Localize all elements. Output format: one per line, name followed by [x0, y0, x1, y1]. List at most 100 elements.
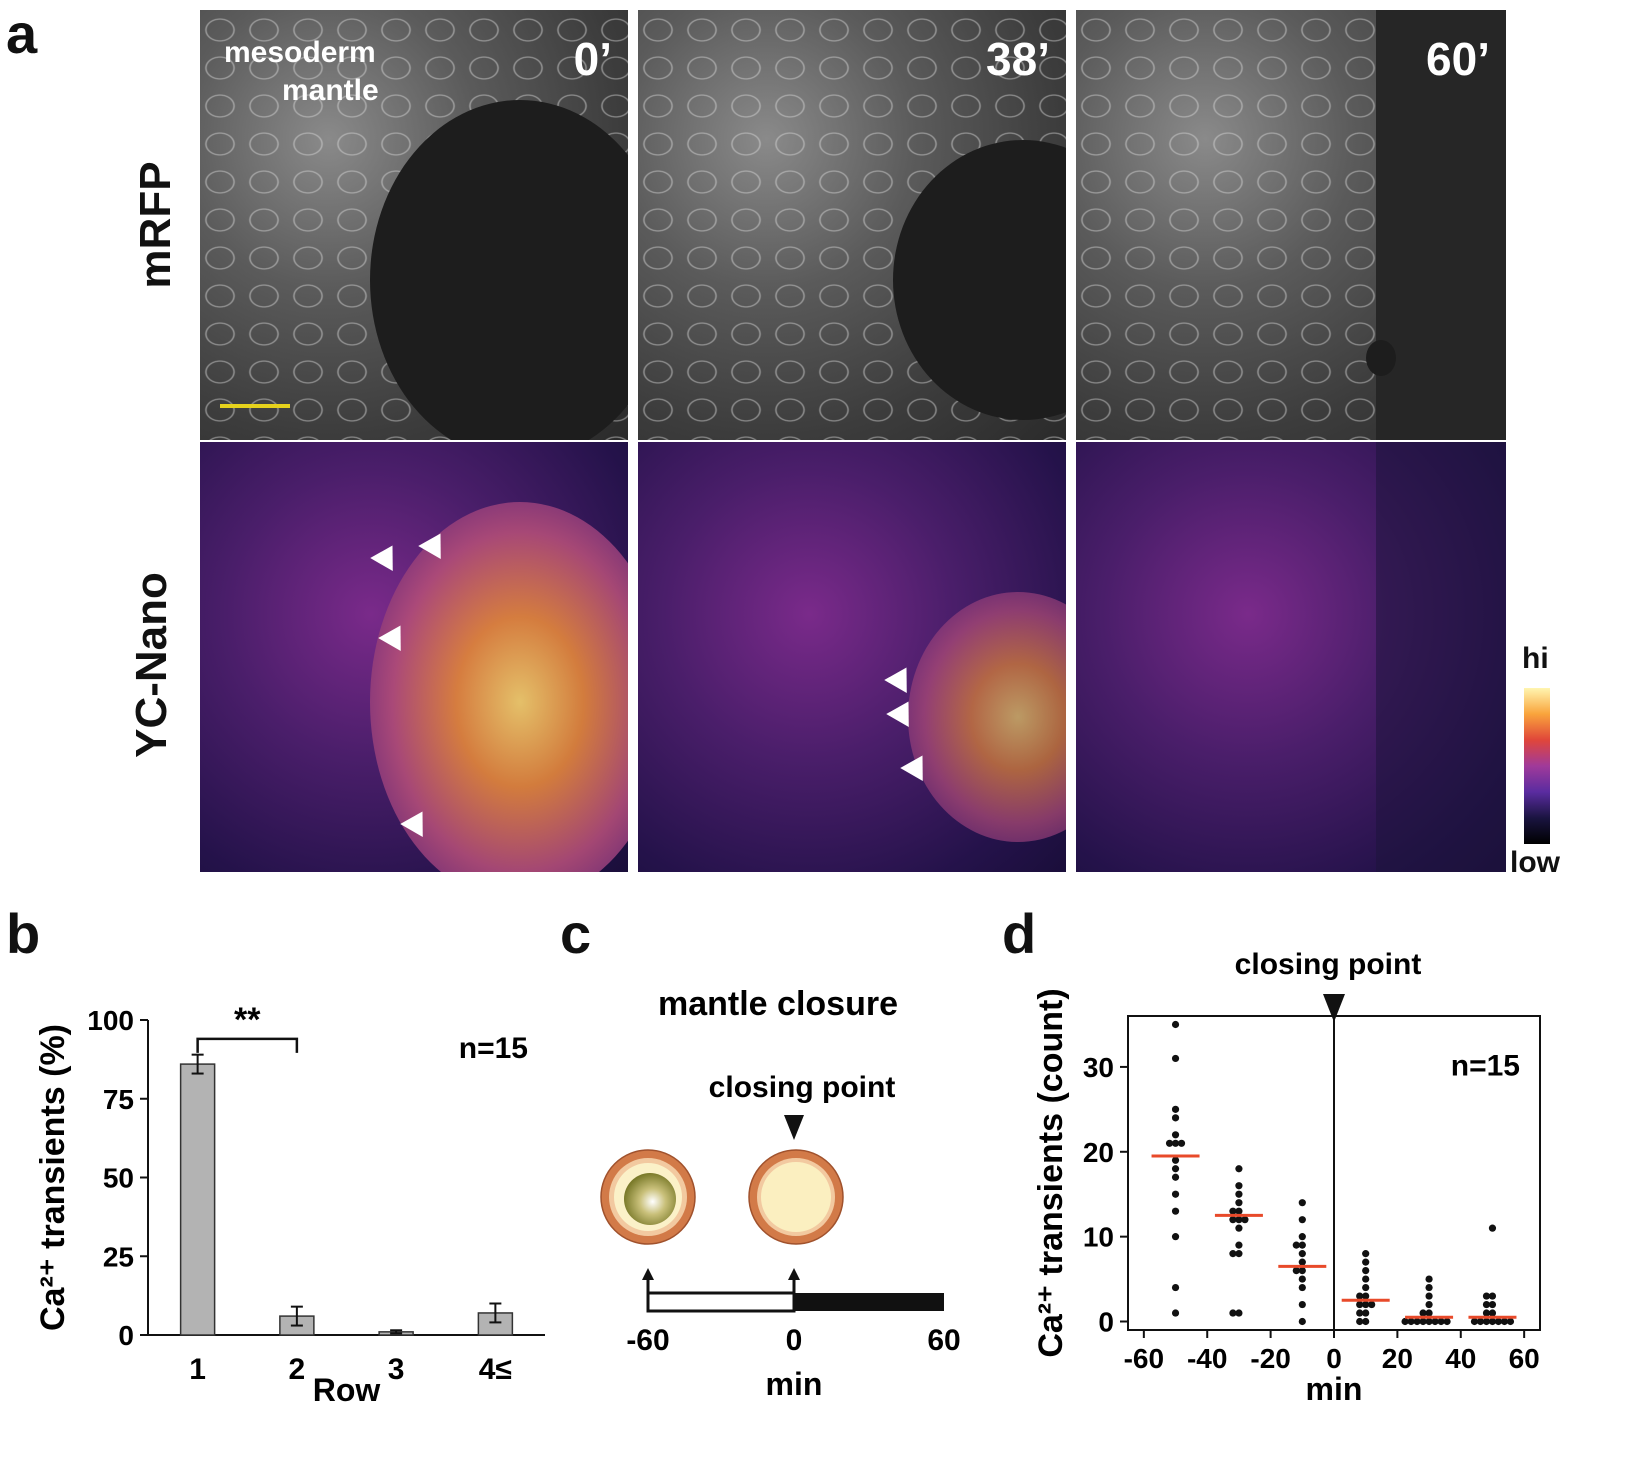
- data-point: [1425, 1292, 1433, 1300]
- timeline-after: [794, 1293, 944, 1311]
- region-label-mantle: mantle: [282, 74, 379, 107]
- y-tick-label: 100: [87, 1005, 134, 1036]
- data-point: [1292, 1241, 1300, 1249]
- x-tick-label: 3: [388, 1353, 405, 1386]
- data-point: [1298, 1250, 1306, 1258]
- timepoint-label: 60’: [1426, 33, 1490, 85]
- micrograph-mrfp-0: mesoderm mantle 0’: [200, 10, 628, 440]
- data-point: [1413, 1317, 1421, 1326]
- panel-b-label: b: [6, 902, 41, 965]
- closing-point-label: closing point: [1235, 948, 1422, 981]
- colorbar: [1524, 688, 1550, 844]
- micrograph-mrfp-38: 38’: [638, 10, 1066, 440]
- data-point: [1177, 1139, 1186, 1147]
- micrograph-mrfp-60: 60’: [1076, 10, 1506, 440]
- micrograph-ycnano-60: [1076, 442, 1506, 872]
- closing-point-label: closing point: [709, 1071, 896, 1104]
- y-tick-label: 20: [1083, 1137, 1114, 1168]
- data-point: [1235, 1250, 1243, 1258]
- timepoint-label: 0’: [573, 33, 612, 85]
- colorbar-low-label: low: [1510, 846, 1560, 879]
- scatter-chart-transients: 0 10 20 30 -60 -40 -20 0 20 40 60 min Ca²⁺ transient…: [1032, 948, 1541, 1407]
- y-tick-label: 10: [1083, 1222, 1114, 1253]
- data-point: [1488, 1292, 1497, 1300]
- data-point: [1171, 1139, 1180, 1147]
- data-point: [1229, 1250, 1237, 1258]
- data-point: [1229, 1309, 1237, 1317]
- data-point: [1235, 1216, 1243, 1224]
- data-point: [1476, 1317, 1485, 1326]
- n-label: n=15: [459, 1032, 528, 1065]
- data-point: [1235, 1241, 1243, 1249]
- data-point: [1171, 1156, 1180, 1164]
- panel-c-label: c: [560, 902, 592, 965]
- data-point: [1229, 1207, 1237, 1215]
- data-point: [1171, 1283, 1180, 1292]
- x-tick-label: 1: [189, 1353, 206, 1386]
- data-point: [1298, 1241, 1306, 1249]
- data-point: [1437, 1317, 1445, 1326]
- n-label: n=15: [1451, 1049, 1520, 1082]
- region-label-mesoderm: mesoderm: [224, 36, 376, 69]
- data-point: [1235, 1224, 1243, 1232]
- timepoint-label: 38’: [986, 33, 1050, 85]
- data-point: [1171, 1309, 1180, 1317]
- data-point: [1368, 1300, 1376, 1309]
- bar-chart-row: 0 25 50 75 100 1 2 3 4≤ Row Ca²⁺ transients (%) ** n…: [34, 1001, 545, 1408]
- data-point: [1488, 1224, 1497, 1232]
- x-tick-label: -60: [1124, 1343, 1164, 1374]
- x-tick-label: 40: [1445, 1343, 1476, 1374]
- data-point: [1362, 1275, 1370, 1283]
- data-point: [1298, 1317, 1306, 1326]
- data-point: [1171, 1190, 1180, 1198]
- y-tick-label: 0: [1098, 1307, 1114, 1338]
- scale-bar: [220, 404, 290, 408]
- data-point: [1401, 1317, 1409, 1326]
- y-tick-label: 25: [103, 1241, 134, 1272]
- data-point: [1235, 1199, 1243, 1207]
- data-point: [1488, 1317, 1497, 1326]
- data-point: [1171, 1173, 1180, 1181]
- data-point: [1482, 1292, 1491, 1300]
- data-point: [1235, 1309, 1243, 1317]
- x-axis-label: min: [1306, 1371, 1363, 1407]
- data-point: [1298, 1216, 1306, 1224]
- y-tick-label: 50: [103, 1163, 134, 1194]
- micrograph-ycnano-0: [200, 442, 628, 872]
- data-point: [1356, 1300, 1364, 1309]
- data-point: [1419, 1317, 1427, 1326]
- data-point: [1298, 1300, 1306, 1309]
- panel-d-label: d: [1002, 902, 1037, 965]
- data-point: [1362, 1292, 1370, 1300]
- data-point: [1362, 1309, 1370, 1317]
- data-point: [1425, 1283, 1433, 1292]
- data-point: [1298, 1266, 1306, 1275]
- timeline-before: [646, 1291, 796, 1313]
- data-point: [1425, 1275, 1433, 1283]
- data-point: [1235, 1165, 1243, 1173]
- significance-label: **: [234, 1001, 261, 1039]
- data-point: [1171, 1165, 1180, 1173]
- data-point: [1407, 1317, 1415, 1326]
- x-tick-label: 4≤: [479, 1353, 512, 1386]
- x-tick-label: 0: [1326, 1343, 1342, 1374]
- mantle-closure-schematic: mantle closure closing point -60 0 60 min: [600, 985, 961, 1402]
- data-point: [1298, 1233, 1306, 1241]
- data-point: [1362, 1317, 1370, 1326]
- y-axis-label: Ca²⁺ transients (count): [1032, 988, 1070, 1357]
- data-point: [1229, 1216, 1237, 1224]
- data-point: [1298, 1199, 1306, 1207]
- data-point: [1171, 1131, 1180, 1139]
- data-point: [1482, 1309, 1491, 1317]
- y-axis-label: Ca²⁺ transients (%): [34, 1024, 72, 1331]
- x-tick-label: -40: [1187, 1343, 1227, 1374]
- data-point: [1235, 1190, 1243, 1198]
- row-label-mrfp: mRFP: [131, 161, 180, 289]
- timeline-tick-label: 0: [786, 1324, 803, 1357]
- data-point: [1425, 1317, 1433, 1326]
- arrowhead-marker: [370, 538, 404, 572]
- data-point: [1171, 1054, 1180, 1063]
- timeline-tick-label: 60: [927, 1324, 960, 1357]
- y-tick-label: 0: [118, 1320, 134, 1351]
- data-point: [1419, 1309, 1427, 1317]
